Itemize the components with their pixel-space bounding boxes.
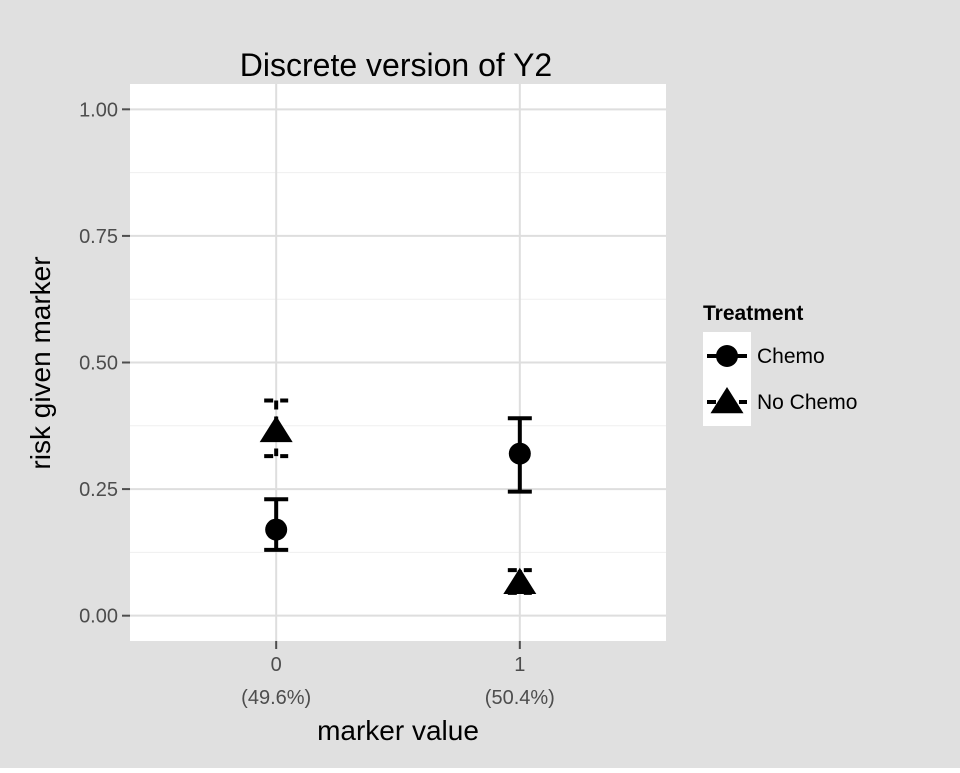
- legend: Treatment Chemo No Chemo: [703, 302, 857, 426]
- legend-label-chemo: Chemo: [757, 345, 825, 368]
- chemo-point: [265, 518, 288, 541]
- no-chemo-point: [259, 415, 293, 443]
- minor-gridlines: [130, 172, 666, 553]
- y-tick-label: 0.25: [79, 479, 118, 501]
- chemo-point: [508, 442, 531, 465]
- y-tick-label: 1.00: [79, 99, 118, 121]
- y-tick-label: 0.75: [79, 226, 118, 248]
- y-axis: 0.00 0.25 0.50 0.75 1.00: [79, 99, 130, 628]
- x-tick-share-label: (49.6%): [241, 687, 311, 709]
- y-tick-label: 0.00: [79, 606, 118, 628]
- y-axis-title: risk given marker: [25, 256, 56, 469]
- chart-title: Discrete version of Y2: [240, 47, 552, 83]
- x-axis-title: marker value: [317, 715, 479, 746]
- y-tick-label: 0.50: [79, 353, 118, 375]
- legend-label-no-chemo: No Chemo: [757, 391, 857, 414]
- major-gridlines: [130, 84, 666, 641]
- data-marks: [259, 398, 537, 595]
- x-tick-label: 1: [514, 654, 525, 676]
- legend-key-marker-chemo: [716, 345, 738, 367]
- x-tick-share-label: (50.4%): [485, 687, 555, 709]
- x-axis: 0 (49.6%) 1 (50.4%): [241, 641, 555, 709]
- no-chemo-point: [503, 567, 537, 595]
- legend-title: Treatment: [703, 302, 803, 325]
- x-tick-label: 0: [271, 654, 282, 676]
- legend-key-marker-no-chemo: [710, 387, 744, 414]
